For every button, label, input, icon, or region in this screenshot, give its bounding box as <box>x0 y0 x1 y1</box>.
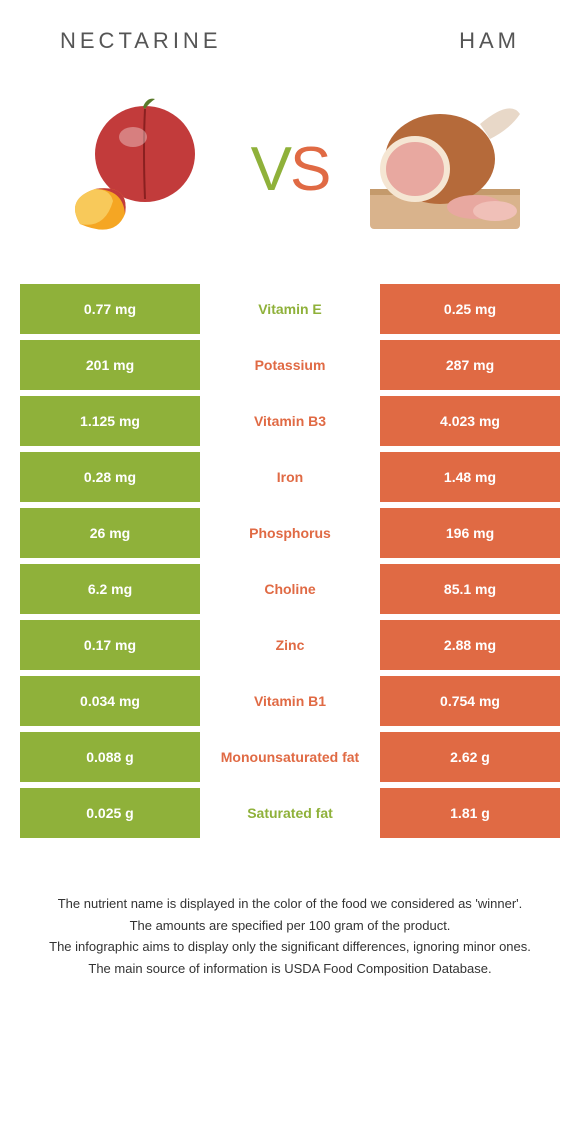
vs-label: VS <box>251 134 330 205</box>
cell-left: 0.034 mg <box>20 676 200 726</box>
table-row: 0.28 mgIron1.48 mg <box>20 452 560 502</box>
ham-image <box>360 84 530 254</box>
nectarine-image <box>50 84 220 254</box>
cell-nutrient: Potassium <box>200 340 380 390</box>
cell-right: 4.023 mg <box>380 396 560 446</box>
cell-right: 0.25 mg <box>380 284 560 334</box>
cell-nutrient: Zinc <box>200 620 380 670</box>
vs-v: V <box>251 135 290 204</box>
cell-nutrient: Monounsaturated fat <box>200 732 380 782</box>
cell-nutrient: Vitamin E <box>200 284 380 334</box>
cell-left: 6.2 mg <box>20 564 200 614</box>
images-row: VS <box>0 64 580 284</box>
cell-left: 0.088 g <box>20 732 200 782</box>
footer-line-4: The main source of information is USDA F… <box>30 959 550 979</box>
cell-nutrient: Vitamin B3 <box>200 396 380 446</box>
title-left: Nectarine <box>60 28 222 54</box>
table-row: 26 mgPhosphorus196 mg <box>20 508 560 558</box>
cell-right: 2.88 mg <box>380 620 560 670</box>
header: Nectarine Ham <box>0 0 580 64</box>
cell-left: 0.77 mg <box>20 284 200 334</box>
cell-right: 196 mg <box>380 508 560 558</box>
footer-notes: The nutrient name is displayed in the co… <box>0 844 580 1000</box>
nutrient-table: 0.77 mgVitamin E0.25 mg 201 mgPotassium28… <box>0 284 580 838</box>
cell-left: 26 mg <box>20 508 200 558</box>
cell-nutrient: Choline <box>200 564 380 614</box>
cell-right: 2.62 g <box>380 732 560 782</box>
table-row: 0.088 gMonounsaturated fat2.62 g <box>20 732 560 782</box>
table-row: 201 mgPotassium287 mg <box>20 340 560 390</box>
table-row: 0.77 mgVitamin E0.25 mg <box>20 284 560 334</box>
cell-right: 287 mg <box>380 340 560 390</box>
table-row: 0.034 mgVitamin B10.754 mg <box>20 676 560 726</box>
cell-left: 0.17 mg <box>20 620 200 670</box>
footer-line-3: The infographic aims to display only the… <box>30 937 550 957</box>
cell-right: 0.754 mg <box>380 676 560 726</box>
cell-left: 1.125 mg <box>20 396 200 446</box>
cell-nutrient: Vitamin B1 <box>200 676 380 726</box>
title-right: Ham <box>459 28 520 54</box>
cell-nutrient: Iron <box>200 452 380 502</box>
footer-line-2: The amounts are specified per 100 gram o… <box>30 916 550 936</box>
table-row: 0.17 mgZinc2.88 mg <box>20 620 560 670</box>
cell-left: 201 mg <box>20 340 200 390</box>
vs-s: S <box>290 135 329 204</box>
cell-nutrient: Phosphorus <box>200 508 380 558</box>
footer-line-1: The nutrient name is displayed in the co… <box>30 894 550 914</box>
table-row: 0.025 gSaturated fat1.81 g <box>20 788 560 838</box>
table-row: 1.125 mgVitamin B34.023 mg <box>20 396 560 446</box>
cell-left: 0.025 g <box>20 788 200 838</box>
cell-nutrient: Saturated fat <box>200 788 380 838</box>
table-row: 6.2 mgCholine85.1 mg <box>20 564 560 614</box>
cell-right: 1.81 g <box>380 788 560 838</box>
cell-right: 85.1 mg <box>380 564 560 614</box>
cell-left: 0.28 mg <box>20 452 200 502</box>
cell-right: 1.48 mg <box>380 452 560 502</box>
